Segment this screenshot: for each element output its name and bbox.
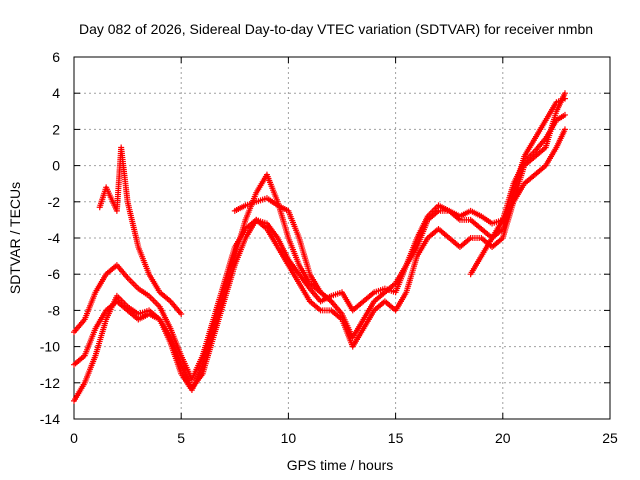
y-tick-label: -2 — [48, 194, 61, 210]
series-track — [72, 113, 567, 381]
series-track — [233, 195, 333, 304]
x-tick-label: 10 — [281, 430, 297, 446]
y-axis-label: SDTVAR / TECUs — [7, 182, 23, 294]
axis-tick-labels: 0 5 10 15 20 25 -14 -12 -10 -8 -6 -4 -2 0 2 4 6 — [40, 49, 618, 446]
series-track — [72, 96, 566, 392]
x-tick-label: 5 — [177, 430, 185, 446]
x-tick-label: 0 — [70, 430, 78, 446]
x-tick-label: 20 — [495, 430, 511, 446]
series-track — [468, 128, 568, 276]
y-tick-label: -6 — [48, 266, 61, 282]
series-track-4 — [96, 144, 185, 318]
x-tick-label: 15 — [388, 430, 404, 446]
data-marks — [71, 90, 568, 404]
x-tick-label: 25 — [602, 430, 618, 446]
x-axis-label: GPS time / hours — [287, 457, 394, 473]
y-tick-label: -10 — [40, 339, 60, 355]
y-tick-label: -4 — [48, 230, 61, 246]
series-track — [97, 146, 183, 316]
chart-title: Day 082 of 2026, Sidereal Day-to-day VTE… — [79, 21, 593, 37]
y-tick-label: 4 — [52, 85, 60, 101]
y-tick-label: 6 — [52, 49, 60, 65]
y-tick-label: 0 — [52, 158, 60, 174]
axis-ticks — [73, 56, 611, 420]
y-tick-label: -12 — [40, 375, 60, 391]
series-track-2 — [71, 95, 568, 394]
series-track-5 — [231, 195, 335, 305]
y-tick-label: -14 — [40, 411, 60, 427]
y-tick-label: -8 — [48, 302, 61, 318]
series-track-6 — [467, 126, 568, 278]
y-tick-label: 2 — [52, 121, 60, 137]
